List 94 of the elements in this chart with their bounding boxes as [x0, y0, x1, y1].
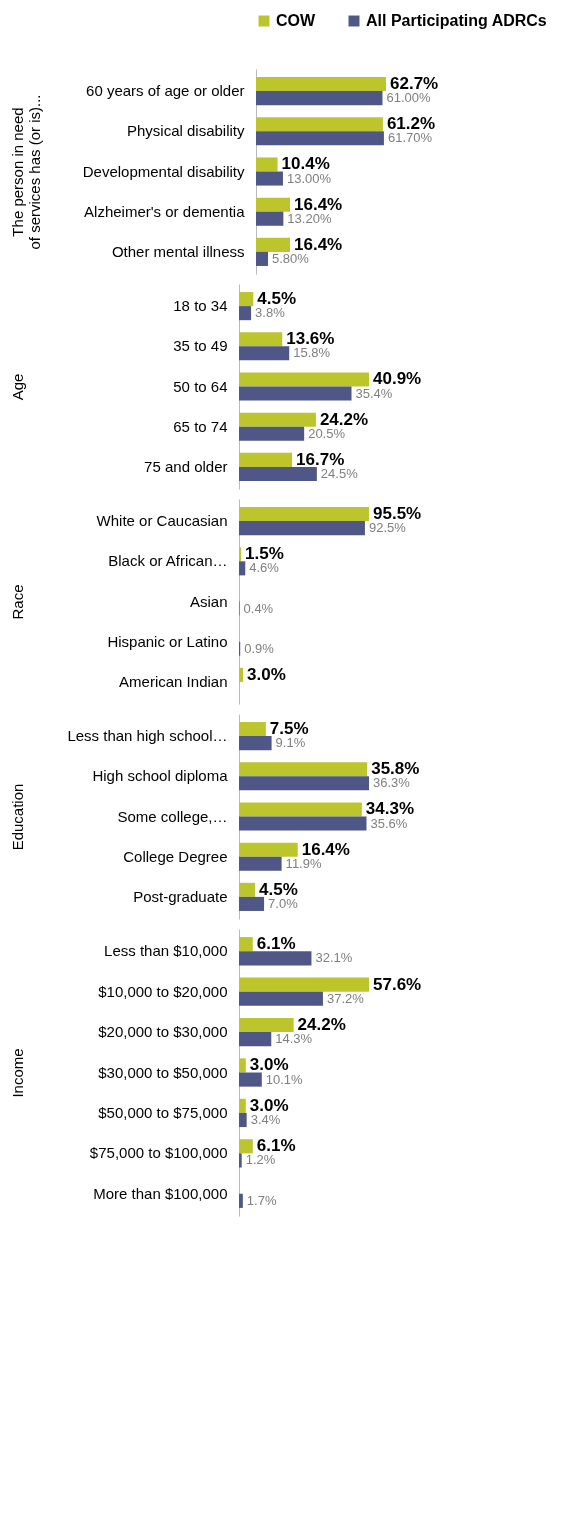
bar: [239, 372, 369, 387]
y-tick-label: Developmental disability: [82, 162, 245, 180]
bar: [256, 237, 290, 252]
y-tick-label: $30,000 to $50,000: [98, 1063, 228, 1081]
y-tick-label: Post-graduate: [133, 887, 228, 905]
y-tick-label: 60 years of age or older: [86, 82, 245, 100]
bar: [256, 171, 283, 186]
bar: [239, 507, 369, 522]
bar: [256, 117, 383, 132]
y-tick-label: Hispanic or Latino: [107, 632, 228, 650]
bar: [239, 426, 305, 441]
bar: [256, 77, 386, 92]
bar: [256, 251, 269, 266]
bar: [239, 386, 352, 401]
y-tick-label: $75,000 to $100,000: [89, 1144, 228, 1162]
data-label: 1.7%: [246, 1192, 277, 1208]
y-axis-title: Education: [8, 783, 26, 851]
bar: [239, 977, 369, 992]
y-tick-label: Asian: [189, 592, 228, 610]
bar: [239, 332, 283, 347]
bar: [239, 561, 246, 576]
y-tick-label: American Indian: [119, 672, 228, 690]
y-axis-title: Income: [8, 1048, 26, 1098]
bar: [239, 802, 362, 817]
bar: [256, 91, 383, 106]
bar: [239, 412, 316, 427]
legend-label: COW: [276, 12, 316, 29]
bar: [239, 1153, 242, 1168]
y-tick-label: 50 to 64: [173, 377, 228, 395]
y-tick-label: Less than high school…: [67, 727, 228, 745]
y-tick-label: 75 and older: [144, 457, 228, 475]
data-label: 3.0%: [249, 1095, 289, 1115]
bar: [239, 991, 323, 1006]
data-label: 32.1%: [315, 950, 353, 966]
y-tick-label: Other mental illness: [111, 242, 245, 260]
data-label: 6.1%: [256, 934, 296, 954]
bar: [239, 842, 298, 857]
bar: [239, 466, 317, 481]
y-tick-label: $50,000 to $75,000: [98, 1103, 228, 1121]
bar: [256, 197, 290, 212]
bar: [239, 1098, 246, 1113]
y-tick-label: More than $100,000: [93, 1184, 228, 1202]
y-tick-label: Less than $10,000: [104, 942, 228, 960]
bar: [239, 547, 242, 562]
bar: [239, 816, 367, 831]
legend-label: All Participating ADRCs: [366, 12, 547, 29]
y-tick-label: High school diploma: [92, 767, 229, 785]
y-tick-label: Alzheimer's or dementia: [84, 202, 246, 220]
bar: [239, 292, 254, 307]
y-axis-title: The person in need of services has (or is)...: [8, 94, 43, 250]
bar: [239, 452, 293, 467]
bar: [239, 937, 253, 952]
y-tick-label: $10,000 to $20,000: [98, 982, 228, 1000]
y-tick-label: College Degree: [123, 847, 228, 865]
bar: [239, 1112, 247, 1128]
y-tick-label: White or Caucasian: [96, 512, 228, 530]
bar: [239, 1193, 243, 1208]
bar: [239, 1072, 262, 1087]
data-label: 14.3%: [275, 1031, 313, 1047]
bar: [239, 1032, 272, 1047]
bar: [239, 762, 368, 777]
bar: [239, 882, 256, 897]
y-tick-label: 18 to 34: [173, 297, 228, 315]
data-label: 0.9%: [244, 640, 275, 656]
bar: [239, 722, 266, 737]
data-label: 24.2%: [297, 1015, 346, 1034]
bar: [239, 1139, 253, 1154]
bar: [239, 951, 312, 966]
bar: [239, 856, 282, 871]
bar: [239, 776, 369, 791]
bar: [256, 131, 384, 146]
y-axis-title: Age: [8, 373, 26, 401]
bar: [239, 1058, 246, 1073]
y-tick-label: Physical disability: [126, 122, 245, 140]
bar: [239, 896, 265, 911]
data-label: 0.4%: [243, 600, 274, 616]
bar: [239, 521, 365, 536]
data-label: 57.6%: [373, 974, 422, 994]
bar: [239, 667, 244, 682]
bar: [239, 346, 290, 361]
bar: [239, 1017, 294, 1033]
bar: [256, 211, 284, 226]
data-label: 3.4%: [250, 1112, 281, 1127]
y-tick-label: 35 to 49: [173, 337, 228, 355]
bar: [256, 157, 278, 172]
y-tick-label: Black or African…: [108, 552, 228, 570]
y-tick-label: $20,000 to $30,000: [98, 1023, 228, 1041]
data-label: 37.2%: [326, 990, 365, 1006]
y-tick-label: Some college,…: [117, 807, 228, 825]
bar: [239, 306, 252, 321]
y-axis-title: Race: [8, 584, 26, 620]
y-tick-label: 65 to 74: [173, 417, 228, 435]
data-label: 3.0%: [247, 664, 286, 684]
bar: [239, 736, 272, 751]
